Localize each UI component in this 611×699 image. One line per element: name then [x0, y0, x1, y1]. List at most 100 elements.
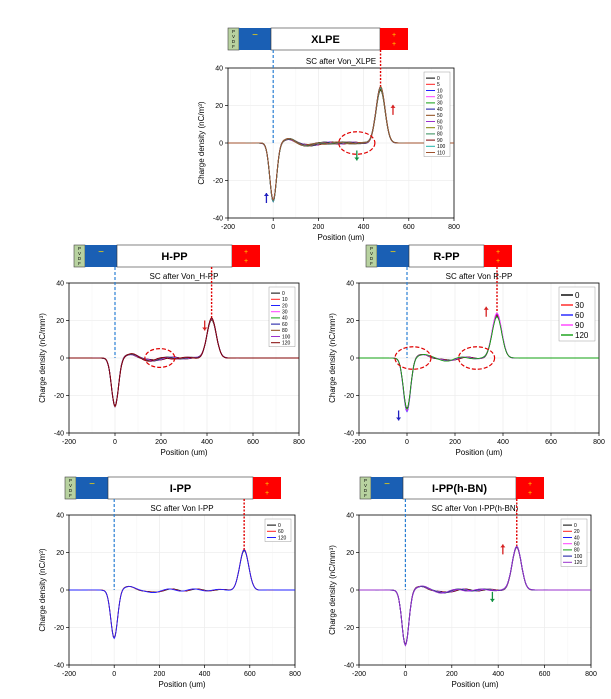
- positive-electrode: [516, 477, 544, 499]
- pvdf-letter: V: [364, 483, 367, 488]
- y-tick-label: -40: [344, 431, 354, 438]
- pvdf-letter: D: [364, 488, 368, 493]
- legend-box: [423, 71, 451, 157]
- positive-sign-top: +: [528, 481, 532, 488]
- legend-label: 120: [575, 331, 589, 340]
- y-tick-label: -20: [54, 393, 64, 400]
- y-axis-label: Charge density (nC/mm³): [38, 313, 47, 403]
- x-axis-label: Position (um): [158, 680, 205, 689]
- y-axis-label: Charge density (nC/m³): [38, 548, 47, 631]
- pvdf-letter: P: [69, 478, 72, 483]
- pvdf-letter: D: [78, 256, 82, 261]
- x-tick-label: 800: [289, 671, 301, 678]
- pvdf-letter: D: [232, 39, 236, 44]
- legend-label: 0: [282, 291, 285, 297]
- x-tick-label: 0: [113, 439, 117, 446]
- x-axis-label: Position (um): [455, 448, 502, 457]
- chart-title: SC after Von I-PP(h-BN): [432, 504, 519, 513]
- x-tick-label: 800: [593, 439, 605, 446]
- pvdf-letter: F: [232, 44, 235, 49]
- legend-label: 100: [574, 554, 583, 560]
- series-line-120: [359, 545, 591, 647]
- pvdf-letter: D: [370, 256, 374, 261]
- y-axis-label: Charge density (nC/mm³): [328, 545, 337, 635]
- highlight-ellipse: [458, 346, 496, 370]
- arrow-head: [263, 193, 269, 196]
- x-tick-label: 200: [449, 439, 461, 446]
- arrow-head: [390, 104, 396, 108]
- pvdf-letter: D: [69, 488, 73, 493]
- arrow-head: [202, 327, 208, 331]
- legend-label: 100: [282, 334, 291, 340]
- negative-electrode: [85, 245, 117, 267]
- y-tick-label: 0: [350, 356, 354, 363]
- series-line-110: [228, 85, 454, 202]
- x-tick-label: 0: [405, 439, 409, 446]
- x-tick-label: -200: [352, 439, 366, 446]
- legend-label: 20: [282, 303, 288, 309]
- x-tick-label: 600: [403, 224, 415, 231]
- x-tick-label: 400: [358, 224, 370, 231]
- arrow-head: [354, 157, 360, 161]
- legend-label: 30: [282, 309, 288, 315]
- x-tick-label: 200: [446, 671, 458, 678]
- highlight-ellipse: [394, 346, 432, 370]
- pvdf-letter: P: [364, 478, 367, 483]
- x-tick-label: 600: [247, 439, 259, 446]
- highlight-ellipse: [144, 348, 176, 368]
- x-tick-label: 800: [585, 671, 597, 678]
- x-tick-label: 800: [293, 439, 305, 446]
- x-tick-label: -200: [221, 224, 235, 231]
- x-tick-label: 800: [448, 224, 460, 231]
- arrow-head: [483, 306, 489, 310]
- x-tick-label: 0: [112, 671, 116, 678]
- x-tick-label: -200: [352, 671, 366, 678]
- legend-label: 20: [574, 529, 580, 535]
- legend-label: 40: [282, 316, 288, 322]
- y-tick-label: 40: [56, 281, 64, 288]
- legend-label: 10: [437, 88, 443, 94]
- y-tick-label: -20: [344, 625, 354, 632]
- sample-label: H-PP: [161, 251, 187, 263]
- positive-sign-bottom: +: [392, 41, 396, 48]
- sample-label: R-PP: [433, 251, 459, 263]
- positive-electrode: [484, 245, 512, 267]
- legend-label: 90: [575, 321, 584, 330]
- sample-label: I-PP: [170, 483, 191, 495]
- negative-sign: −: [390, 247, 396, 258]
- x-tick-label: 600: [545, 439, 557, 446]
- legend-label: 60: [282, 322, 288, 328]
- chart-title: SC after Von R-PP: [446, 272, 513, 281]
- series-line-120: [69, 549, 295, 640]
- y-tick-label: -40: [54, 431, 64, 438]
- pvdf-letter: F: [364, 493, 367, 498]
- negative-sign: −: [384, 479, 390, 490]
- x-tick-label: -200: [62, 439, 76, 446]
- legend-label: 70: [437, 125, 443, 131]
- legend-label: 40: [574, 535, 580, 541]
- pvdf-letter: V: [78, 251, 81, 256]
- chart-title: SC after Von_H-PP: [150, 272, 219, 281]
- x-tick-label: 400: [497, 439, 509, 446]
- y-tick-label: 40: [215, 66, 223, 73]
- y-axis-label: Charge density (nC/m³): [197, 101, 206, 184]
- y-tick-label: 20: [346, 550, 354, 557]
- legend-label: 0: [574, 523, 577, 529]
- series-group: [359, 545, 591, 647]
- legend-label: 60: [437, 119, 443, 125]
- x-tick-label: 400: [199, 671, 211, 678]
- legend-label: 80: [282, 328, 288, 334]
- series-group: [359, 312, 599, 413]
- legend-label: 60: [278, 529, 284, 535]
- y-tick-label: -40: [54, 663, 64, 670]
- positive-sign-top: +: [265, 481, 269, 488]
- legend-label: 50: [437, 113, 443, 119]
- x-tick-label: 400: [201, 439, 213, 446]
- y-tick-label: 40: [346, 281, 354, 288]
- x-tick-label: -200: [62, 671, 76, 678]
- pvdf-letter: P: [370, 246, 373, 251]
